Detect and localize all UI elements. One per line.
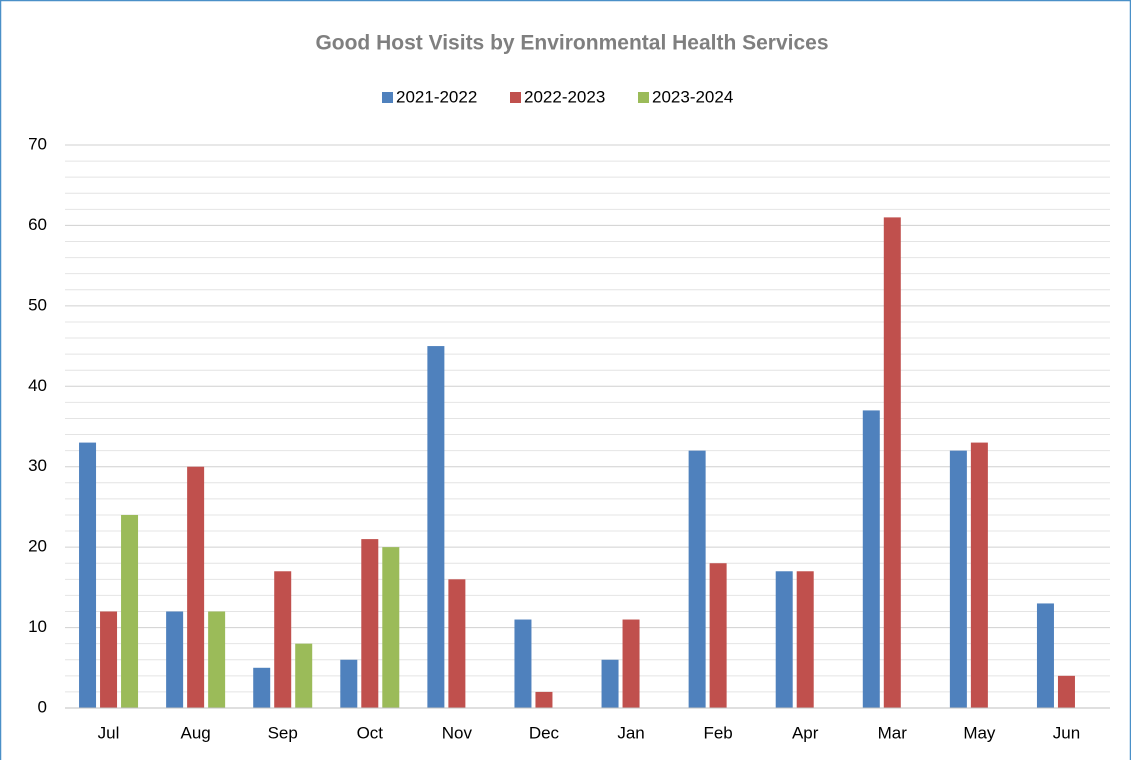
y-tick-label: 60 <box>28 215 47 234</box>
legend-label: 2021-2022 <box>396 87 477 106</box>
bar <box>166 611 184 708</box>
y-tick-label: 20 <box>28 537 47 556</box>
bar <box>883 217 901 708</box>
x-tick-label: Aug <box>181 723 211 742</box>
x-tick-label: Apr <box>792 723 819 742</box>
bar <box>1057 675 1075 708</box>
bar <box>274 571 292 708</box>
y-tick-label: 40 <box>28 376 47 395</box>
x-tick-label: Mar <box>878 723 908 742</box>
x-tick-label: Jan <box>617 723 644 742</box>
x-tick-label: Nov <box>442 723 473 742</box>
x-tick-label: Dec <box>529 723 560 742</box>
x-tick-label: May <box>963 723 996 742</box>
y-tick-label: 50 <box>28 295 47 314</box>
x-tick-label: Jul <box>98 723 120 742</box>
bar <box>862 410 880 708</box>
legend-label: 2023-2024 <box>652 87 733 106</box>
bar <box>709 563 727 708</box>
bar <box>253 667 271 708</box>
bar <box>775 571 793 708</box>
x-tick-label: Sep <box>268 723 298 742</box>
legend-label: 2022-2023 <box>524 87 605 106</box>
bar <box>361 539 379 708</box>
bar <box>796 571 814 708</box>
legend-swatch <box>638 92 649 103</box>
bar <box>121 514 139 708</box>
bar <box>448 579 466 708</box>
y-tick-label: 70 <box>28 134 47 153</box>
bar <box>427 346 445 708</box>
bar <box>187 466 205 708</box>
bar <box>601 659 619 708</box>
bar <box>295 643 313 708</box>
legend-swatch <box>382 92 393 103</box>
bar <box>340 659 358 708</box>
chart-title: Good Host Visits by Environmental Health… <box>315 32 828 55</box>
bar <box>514 619 532 708</box>
bar <box>688 450 706 708</box>
x-tick-label: Feb <box>703 723 732 742</box>
bar <box>382 547 400 708</box>
y-tick-label: 10 <box>28 617 47 636</box>
bar <box>1036 603 1054 708</box>
bar <box>100 611 118 708</box>
y-tick-label: 30 <box>28 456 47 475</box>
bar <box>970 442 988 708</box>
bar <box>622 619 640 708</box>
bar <box>79 442 97 708</box>
bar <box>208 611 226 708</box>
x-tick-label: Oct <box>357 723 384 742</box>
legend-swatch <box>510 92 521 103</box>
bar <box>535 691 553 708</box>
x-tick-label: Jun <box>1053 723 1080 742</box>
y-tick-label: 0 <box>38 697 47 716</box>
bar <box>949 450 967 708</box>
